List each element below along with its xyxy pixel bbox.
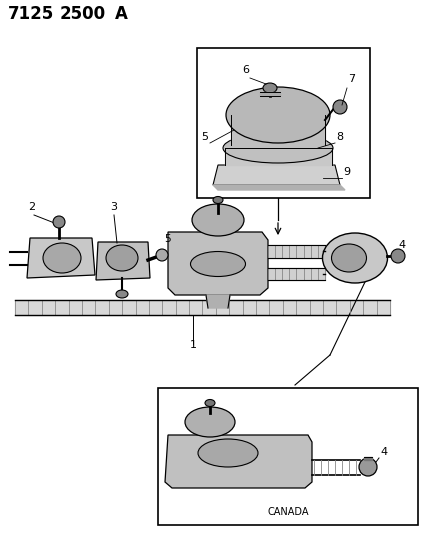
Ellipse shape [116, 290, 128, 298]
Ellipse shape [263, 83, 277, 93]
Polygon shape [213, 165, 340, 185]
Text: 7125: 7125 [8, 5, 54, 23]
Polygon shape [364, 457, 372, 460]
Text: 4: 4 [398, 240, 405, 250]
Polygon shape [268, 268, 325, 280]
Polygon shape [27, 238, 95, 278]
Ellipse shape [106, 245, 138, 271]
Ellipse shape [332, 244, 366, 272]
Circle shape [391, 249, 405, 263]
Polygon shape [260, 92, 280, 96]
Ellipse shape [226, 87, 330, 143]
Polygon shape [165, 435, 312, 488]
Circle shape [333, 100, 347, 114]
Polygon shape [225, 148, 332, 165]
Bar [158, 388, 418, 525]
Text: CANADA: CANADA [267, 507, 309, 517]
Text: 8: 8 [336, 132, 343, 142]
Circle shape [53, 216, 65, 228]
Polygon shape [96, 242, 150, 280]
Text: 5: 5 [164, 234, 171, 244]
Ellipse shape [192, 204, 244, 236]
Text: 5: 5 [201, 132, 208, 142]
Text: A: A [115, 5, 128, 23]
Text: 7: 7 [348, 74, 355, 84]
Ellipse shape [223, 133, 333, 163]
Ellipse shape [185, 407, 235, 437]
Polygon shape [168, 232, 268, 295]
Text: 6: 6 [242, 65, 249, 75]
Ellipse shape [205, 400, 215, 407]
Text: 4: 4 [380, 447, 387, 457]
Circle shape [359, 458, 377, 476]
Text: 2: 2 [28, 202, 35, 212]
Circle shape [156, 249, 168, 261]
Polygon shape [268, 245, 325, 258]
Polygon shape [231, 115, 325, 145]
Polygon shape [15, 300, 390, 315]
Polygon shape [213, 185, 345, 190]
Ellipse shape [213, 197, 223, 204]
Text: 2500: 2500 [60, 5, 106, 23]
Ellipse shape [198, 439, 258, 467]
Ellipse shape [323, 233, 387, 283]
Text: 9: 9 [343, 167, 350, 177]
Ellipse shape [43, 243, 81, 273]
Polygon shape [206, 295, 230, 308]
Text: 3: 3 [110, 202, 117, 212]
Ellipse shape [190, 252, 246, 277]
Bar [197, 48, 370, 198]
Text: 1: 1 [190, 340, 197, 350]
